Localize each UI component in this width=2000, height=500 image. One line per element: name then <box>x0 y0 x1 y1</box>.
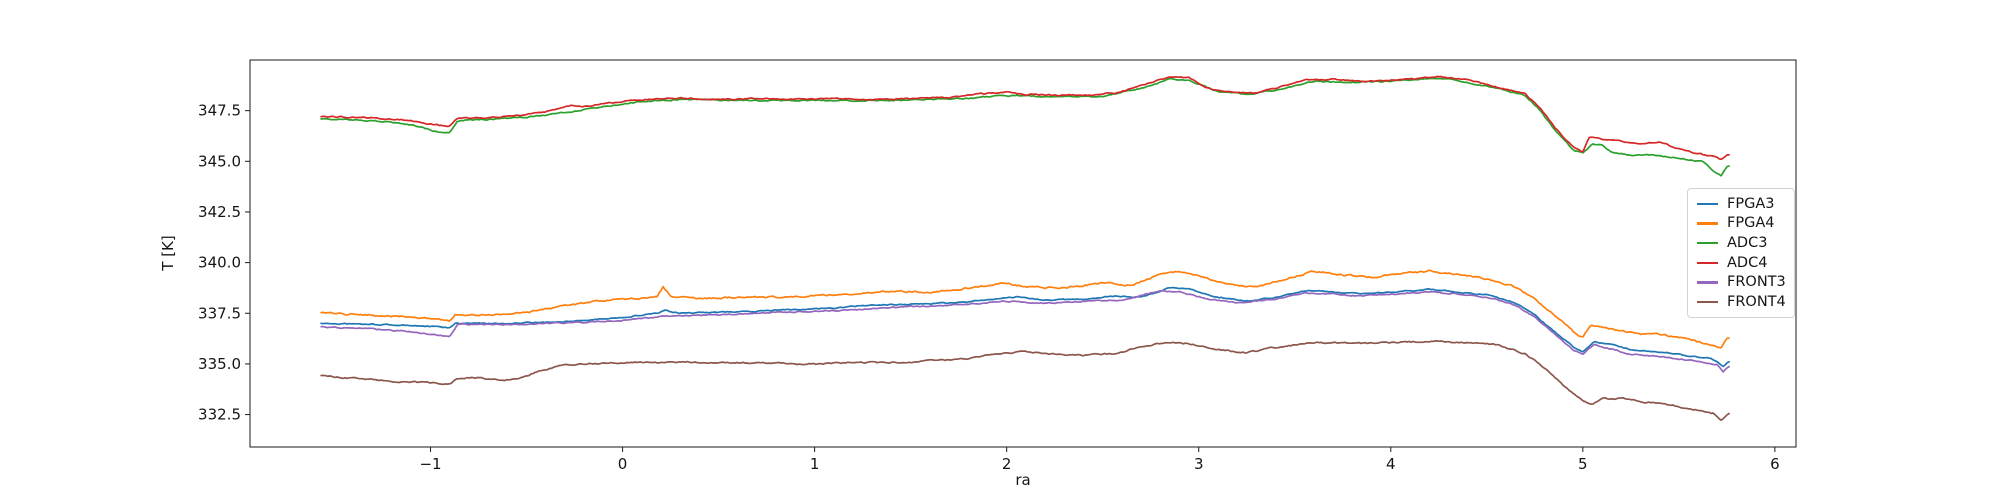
series-ADC3 <box>320 77 1730 177</box>
series-FPGA3 <box>320 286 1730 368</box>
legend-entry-FPGA4: FPGA4 <box>1697 214 1788 232</box>
series-FRONT4 <box>320 340 1730 422</box>
y-tick-label: 340.0 <box>198 254 241 272</box>
y-axis-label: T [K] <box>159 235 177 271</box>
x-tick-label: 5 <box>1578 455 1588 473</box>
legend-line-sample <box>1697 222 1718 225</box>
legend-entry-FPGA3: FPGA3 <box>1697 195 1788 213</box>
y-tick-label: 332.5 <box>198 406 241 424</box>
legend-entry-label: ADC4 <box>1727 254 1768 271</box>
series-ADC4 <box>320 75 1730 161</box>
legend-entry-label: ADC3 <box>1727 234 1768 251</box>
legend-entry-label: FPGA4 <box>1727 215 1775 232</box>
legend-entry-ADC4: ADC4 <box>1697 254 1788 272</box>
series-FPGA4 <box>320 269 1730 349</box>
y-tick-label: 347.5 <box>198 102 241 120</box>
x-tick-label: 6 <box>1770 455 1780 473</box>
x-tick-label: 3 <box>1194 455 1204 473</box>
legend-entry-label: FRONT4 <box>1727 293 1786 310</box>
legend-line-sample <box>1697 300 1718 304</box>
y-tick-label: 342.5 <box>198 203 241 221</box>
legend-line-sample <box>1697 261 1718 264</box>
legend-line-sample <box>1697 281 1718 284</box>
legend-entry-FRONT4: FRONT4 <box>1697 293 1788 311</box>
x-tick-label: 4 <box>1386 455 1396 473</box>
x-tick-label: 1 <box>810 455 820 473</box>
legend: FPGA3 FPGA4 ADC3 ADC4 FRONT3 FRONT4 <box>1687 188 1795 318</box>
legend-entry-label: FPGA3 <box>1727 195 1775 212</box>
y-tick-label: 335.0 <box>198 355 241 373</box>
axes-frame <box>249 59 1797 448</box>
legend-entry-FRONT3: FRONT3 <box>1697 273 1788 291</box>
legend-entry-ADC3: ADC3 <box>1697 234 1788 252</box>
x-tick-label: −1 <box>419 455 441 473</box>
legend-line-sample <box>1697 202 1718 206</box>
x-tick-label: 2 <box>1002 455 1012 473</box>
legend-line-sample <box>1697 241 1718 245</box>
legend-entry-label: FRONT3 <box>1727 274 1786 291</box>
y-tick-label: 345.0 <box>198 152 241 170</box>
series-FRONT3 <box>320 289 1730 373</box>
x-tick-label: 0 <box>618 455 628 473</box>
x-axis-label: ra <box>1015 471 1031 489</box>
y-tick-label: 337.5 <box>198 304 241 322</box>
